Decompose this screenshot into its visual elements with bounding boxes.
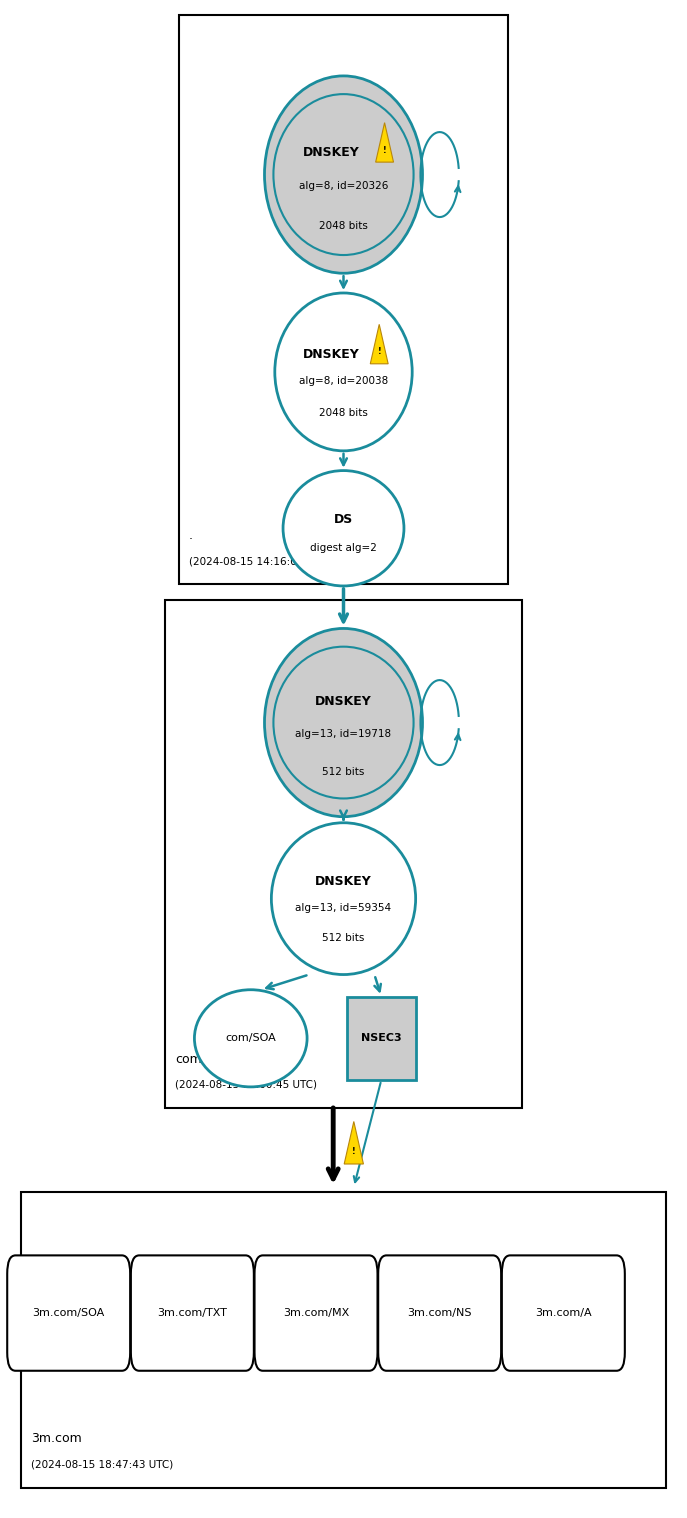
Ellipse shape [264,76,423,273]
FancyBboxPatch shape [165,600,522,1108]
Polygon shape [344,1122,363,1164]
Text: 3m.com/TXT: 3m.com/TXT [157,1309,227,1318]
Text: !: ! [352,1146,356,1155]
Text: 2048 bits: 2048 bits [319,408,368,417]
Text: digest alg=2: digest alg=2 [310,543,377,554]
FancyBboxPatch shape [254,1255,377,1371]
Text: DNSKEY: DNSKEY [303,348,359,361]
Ellipse shape [264,628,423,817]
Text: DNSKEY: DNSKEY [303,146,359,159]
Ellipse shape [283,471,404,586]
FancyBboxPatch shape [179,15,508,584]
Text: DS: DS [334,513,353,527]
Text: 512 bits: 512 bits [322,767,365,777]
Ellipse shape [271,823,416,975]
FancyBboxPatch shape [378,1255,501,1371]
Text: 3m.com/SOA: 3m.com/SOA [32,1309,105,1318]
Text: alg=13, id=19718: alg=13, id=19718 [295,729,392,739]
Text: (2024-08-15 16:00:45 UTC): (2024-08-15 16:00:45 UTC) [175,1079,317,1090]
FancyBboxPatch shape [21,1192,666,1488]
Polygon shape [376,123,394,162]
Text: DNSKEY: DNSKEY [315,876,372,888]
Ellipse shape [194,990,307,1087]
Text: DNSKEY: DNSKEY [315,695,372,709]
Text: alg=8, id=20038: alg=8, id=20038 [299,376,388,387]
Text: 512 bits: 512 bits [322,934,365,943]
Text: com/SOA: com/SOA [225,1034,276,1043]
FancyBboxPatch shape [347,996,416,1081]
Polygon shape [370,325,388,364]
Text: 3m.com/A: 3m.com/A [535,1309,592,1318]
Text: alg=8, id=20326: alg=8, id=20326 [299,182,388,191]
Text: alg=13, id=59354: alg=13, id=59354 [295,903,392,912]
Text: 3m.com: 3m.com [31,1431,82,1445]
Text: .: . [189,528,193,542]
Text: 3m.com/NS: 3m.com/NS [407,1309,472,1318]
Text: NSEC3: NSEC3 [361,1034,402,1043]
FancyBboxPatch shape [502,1255,624,1371]
Text: (2024-08-15 18:47:43 UTC): (2024-08-15 18:47:43 UTC) [31,1459,173,1469]
Text: !: ! [383,146,386,155]
FancyBboxPatch shape [8,1255,130,1371]
Text: (2024-08-15 14:16:06 UTC): (2024-08-15 14:16:06 UTC) [189,556,331,566]
Text: com: com [175,1052,202,1066]
Text: 3m.com/MX: 3m.com/MX [283,1309,349,1318]
FancyBboxPatch shape [131,1255,254,1371]
Text: 2048 bits: 2048 bits [319,222,368,231]
Ellipse shape [275,293,412,451]
Text: !: ! [377,348,381,357]
